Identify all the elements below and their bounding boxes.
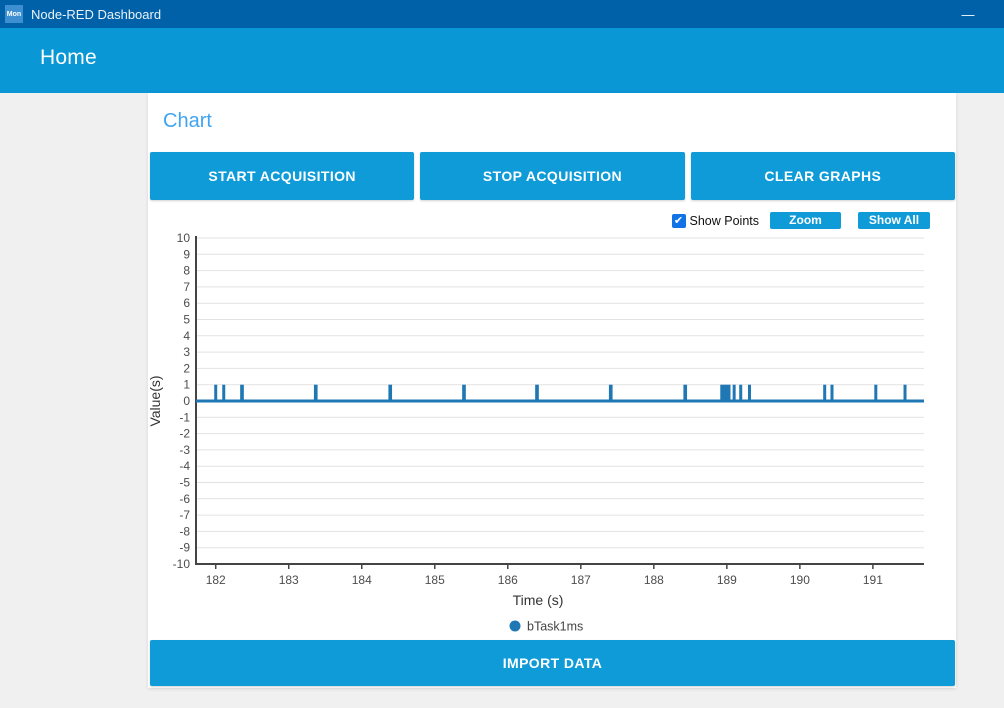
series-pulse	[608, 384, 613, 403]
series-pulse	[683, 384, 688, 403]
page-title: Home	[40, 46, 97, 69]
legend-dot	[509, 620, 521, 632]
y-tick-label: -1	[179, 410, 190, 424]
series-pulse	[720, 384, 731, 403]
y-tick-label: 8	[183, 264, 190, 278]
series-pulse	[462, 384, 466, 403]
y-tick-label: 4	[183, 329, 190, 343]
acquisition-button-row: START ACQUISITION STOP ACQUISITION CLEAR…	[150, 152, 955, 200]
y-tick-label: 2	[183, 361, 190, 375]
x-tick-label: 190	[790, 573, 810, 587]
series-pulse	[313, 384, 318, 403]
y-tick-label: 6	[183, 296, 190, 310]
window-titlebar: Mon Node-RED Dashboard —	[0, 0, 1004, 28]
series-pulse	[903, 384, 907, 403]
y-tick-label: -3	[179, 443, 190, 457]
x-tick-label: 185	[425, 573, 445, 587]
clear-graphs-button[interactable]: CLEAR GRAPHS	[690, 152, 955, 200]
show-all-button[interactable]: Show All	[858, 212, 930, 229]
show-points-checkbox[interactable]: ✔	[671, 213, 686, 228]
x-tick-label: 188	[644, 573, 664, 587]
x-tick-label: 187	[571, 573, 591, 587]
x-tick-label: 191	[863, 573, 883, 587]
y-tick-label: -9	[179, 541, 190, 555]
show-points-label: Show Points	[689, 213, 759, 228]
y-tick-label: -5	[179, 476, 190, 490]
app-icon: Mon	[5, 5, 23, 23]
window-title: Node-RED Dashboard	[31, 6, 162, 22]
series-pulse	[874, 384, 878, 403]
y-tick-label: -4	[179, 459, 190, 473]
y-tick-label: -6	[179, 492, 190, 506]
y-tick-label: 3	[183, 345, 190, 359]
series-pulse	[240, 384, 244, 403]
y-tick-label: 10	[177, 232, 191, 245]
y-tick-label: -10	[173, 557, 191, 571]
series-pulse	[823, 384, 827, 403]
x-axis-title: Time (s)	[513, 592, 564, 608]
y-tick-label: -7	[179, 508, 190, 522]
import-data-button[interactable]: IMPORT DATA	[150, 640, 955, 686]
series-pulse	[535, 384, 539, 403]
y-tick-label: 1	[183, 378, 190, 392]
chart-controls: ✔ Show Points Zoom Show All	[671, 212, 930, 229]
stop-acquisition-button[interactable]: STOP ACQUISITION	[420, 152, 685, 200]
y-tick-label: 9	[183, 247, 190, 261]
x-tick-label: 184	[352, 573, 372, 587]
series-pulse	[732, 384, 736, 403]
zoom-button[interactable]: Zoom	[770, 212, 841, 229]
group-title: Chart	[163, 110, 212, 132]
x-tick-label: 183	[279, 573, 299, 587]
minimize-button[interactable]: —	[961, 6, 975, 22]
series-pulse	[222, 384, 226, 403]
y-tick-label: -8	[179, 524, 190, 538]
series-pulse	[830, 384, 834, 403]
start-acquisition-button[interactable]: START ACQUISITION	[150, 152, 415, 200]
x-tick-label: 189	[717, 573, 737, 587]
y-tick-label: 7	[183, 280, 190, 294]
chart-card: Chart START ACQUISITION STOP ACQUISITION…	[148, 93, 956, 688]
y-tick-label: 5	[183, 313, 190, 327]
dashboard-header: Home	[0, 28, 1004, 93]
x-tick-label: 186	[498, 573, 518, 587]
y-tick-label: -2	[179, 427, 190, 441]
series-pulse	[214, 384, 218, 403]
x-tick-label: 182	[206, 573, 226, 587]
legend-label: bTask1ms	[527, 620, 583, 634]
series-pulse	[388, 384, 393, 403]
series-pulse	[747, 384, 751, 403]
series-pulse	[739, 384, 743, 403]
y-axis-title: Value(s)	[148, 375, 163, 426]
y-tick-label: 0	[183, 394, 190, 408]
